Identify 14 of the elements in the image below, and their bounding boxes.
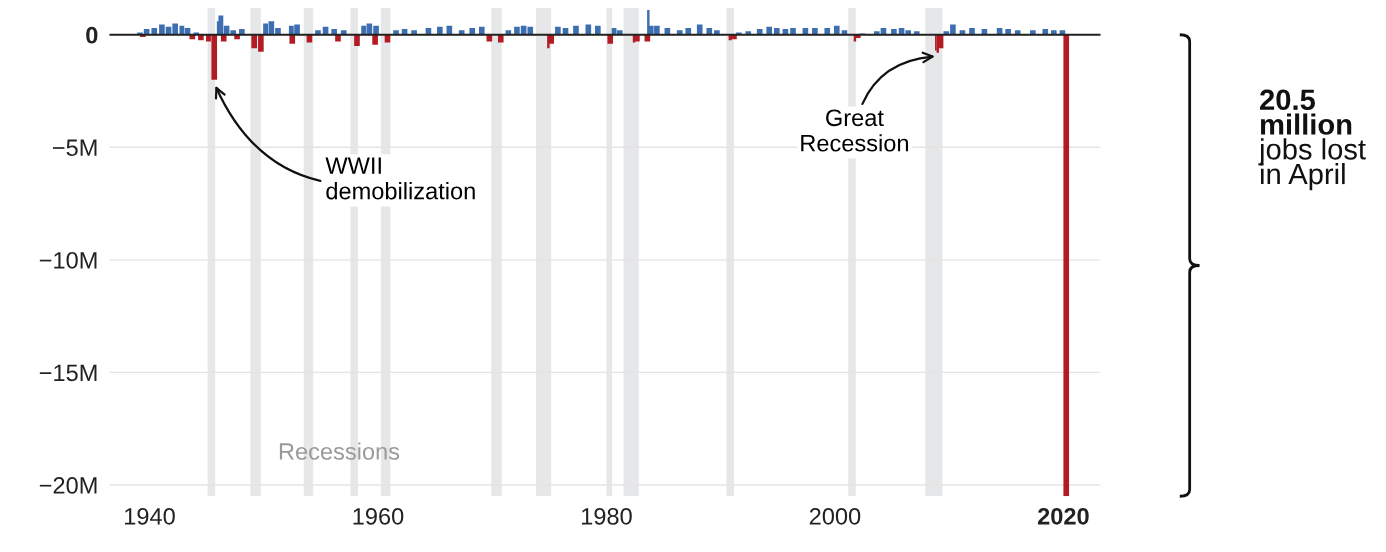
- x-tick-label: 1940: [125, 507, 175, 525]
- x-tick-label: 1960: [353, 507, 404, 525]
- annotation: Recessions: [279, 442, 400, 460]
- y-tick-label: −20M: [39, 477, 97, 494]
- y-tick-label: 0: [86, 26, 98, 44]
- y-tick-label: −5M: [52, 139, 97, 157]
- text: 20.5 million jobs lost in April: [1258, 89, 1366, 191]
- y-tick-label: −15M: [39, 364, 97, 382]
- annotation: WWII demobilization: [325, 157, 475, 200]
- x-tick-label: 2000: [809, 507, 861, 525]
- x-tick-label: 2020: [1037, 507, 1089, 525]
- x-tick-label: 1980: [581, 507, 632, 525]
- y-tick-label: −10M: [39, 251, 97, 269]
- annotation: Great Recession: [801, 109, 909, 152]
